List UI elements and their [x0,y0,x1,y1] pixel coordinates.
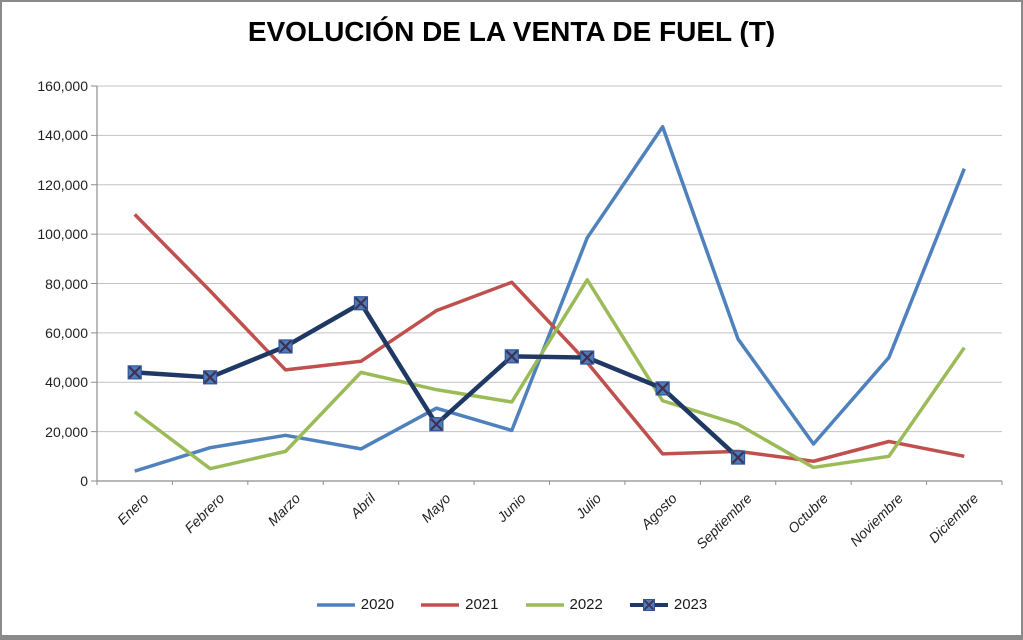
y-tick-label: 80,000 [45,275,88,292]
legend-label-2022: 2022 [569,596,603,613]
marker-x-stroke [731,451,745,464]
y-tick-label: 40,000 [45,374,88,391]
series-2022-line [133,278,966,471]
series-2021-line [133,213,965,463]
chart-title: EVOLUCIÓN DE LA VENTA DE FUEL (T) [247,16,776,47]
y-tick-label: 100,000 [37,226,88,243]
legend-label-2020: 2020 [360,596,395,613]
legend: 2020 2021 2022 2023 [2,596,1021,613]
marker-x-stroke [203,371,217,384]
y-tick-label: 20,000 [45,423,88,440]
marker-x-stroke [580,351,594,364]
legend-item-2020: 2020 [316,596,394,613]
legend-item-2021: 2021 [420,596,499,613]
marker-x-stroke [656,382,669,395]
legend-swatch-2022 [525,602,564,607]
y-tick-label: 120,000 [37,176,88,193]
y-tick-label: 60,000 [45,324,88,341]
legend-label-2021: 2021 [465,596,499,613]
legend-label-2023: 2023 [673,596,708,613]
legend-swatch-2021 [421,602,460,607]
legend-swatch-2020 [316,602,355,607]
marker-x-stroke [279,340,292,353]
legend-item-2023: 2023 [629,596,707,613]
marker-x-stroke [505,350,519,363]
y-tick-label: 0 [80,473,88,489]
marker-x-stroke [354,296,368,310]
legend-swatch-2023 [629,598,668,611]
legend-item-2022: 2022 [525,596,603,613]
series-2020-line [134,124,966,473]
y-tick-label: 140,000 [37,127,88,144]
marker-x-stroke [128,366,141,379]
marker-x-stroke [430,417,443,431]
y-tick-label: 160,000 [37,78,88,94]
